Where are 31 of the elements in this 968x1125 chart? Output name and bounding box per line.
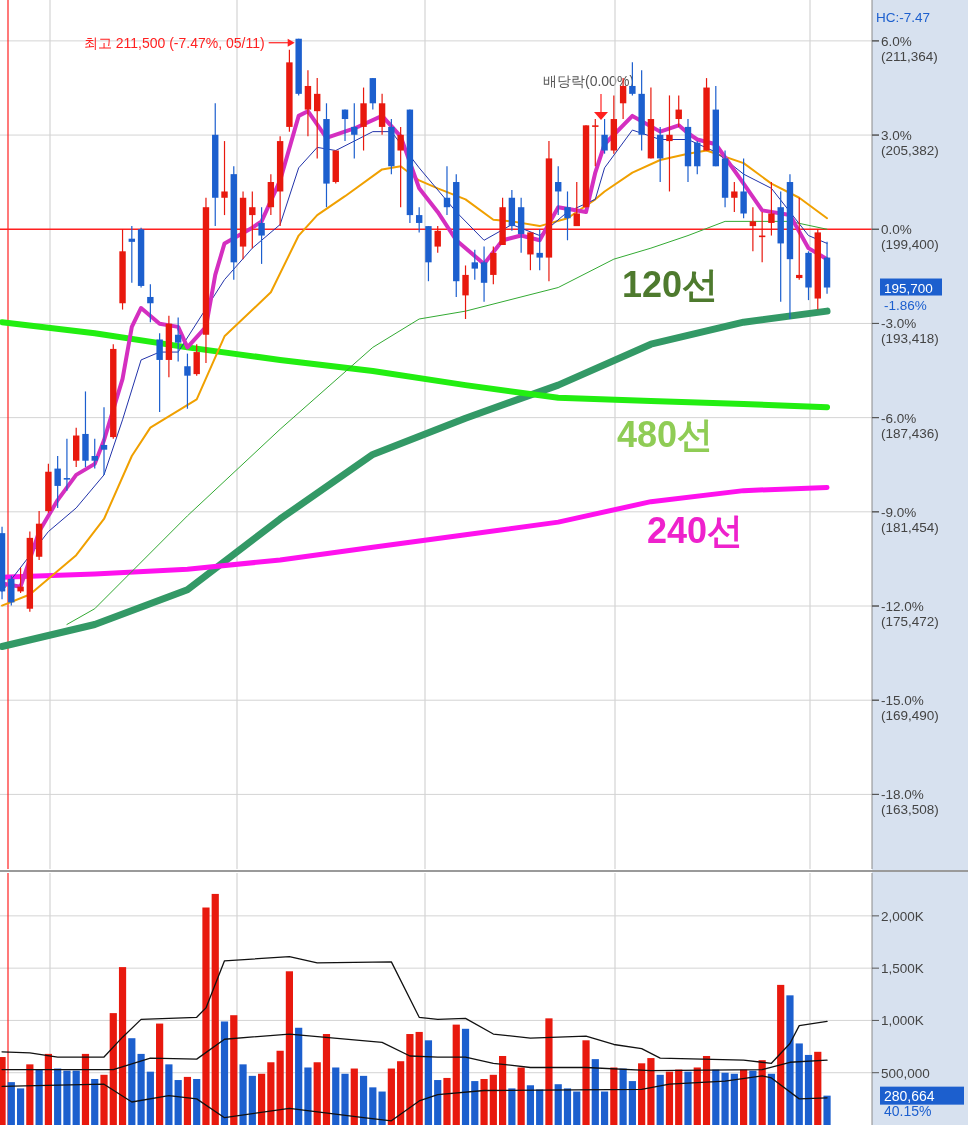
annotation: 최고 211,500 (-7.47%, 05/11)	[83, 34, 265, 51]
text: HC:-7.47	[876, 10, 931, 25]
y2-tick-label: -6.0%	[881, 410, 917, 426]
y2-tick-label: 0.0%	[881, 222, 912, 238]
y2-tick-label: -9.0%	[881, 504, 917, 520]
y-tick-label: (187,436)	[881, 425, 939, 441]
y-tick-label: 1,000K	[881, 1013, 924, 1029]
text: -1.86%	[884, 297, 927, 313]
y-tick-label: (169,490)	[881, 708, 939, 724]
y-tick-label: (175,472)	[881, 614, 939, 630]
y2-tick-label: 6.0%	[881, 33, 912, 49]
y-tick-label: (205,382)	[881, 143, 939, 159]
series-label: 240선	[647, 510, 744, 552]
y-tick-label: 1,500K	[881, 961, 924, 977]
series-label: 120선	[622, 264, 719, 306]
y-tick-label: (199,400)	[881, 237, 939, 253]
y-tick-label: 500,000	[881, 1065, 930, 1081]
y2-tick-label: -18.0%	[881, 787, 924, 803]
y-tick-label: (193,418)	[881, 331, 939, 347]
y2-tick-label: -3.0%	[881, 316, 917, 332]
y2-tick-label: -12.0%	[881, 599, 924, 615]
y2-tick-label: 3.0%	[881, 128, 912, 144]
y-tick-label: (211,364)	[881, 48, 938, 64]
series-label: 480선	[617, 414, 714, 456]
text: 280,664	[884, 1087, 935, 1104]
text: 40.15%	[884, 1103, 932, 1119]
y-tick-label: (181,454)	[881, 519, 939, 535]
y2-tick-label: -15.0%	[881, 693, 924, 709]
text: 195,700	[884, 280, 933, 296]
y-tick-label: 2,000K	[881, 908, 924, 924]
y-tick-label: (163,508)	[881, 802, 939, 818]
